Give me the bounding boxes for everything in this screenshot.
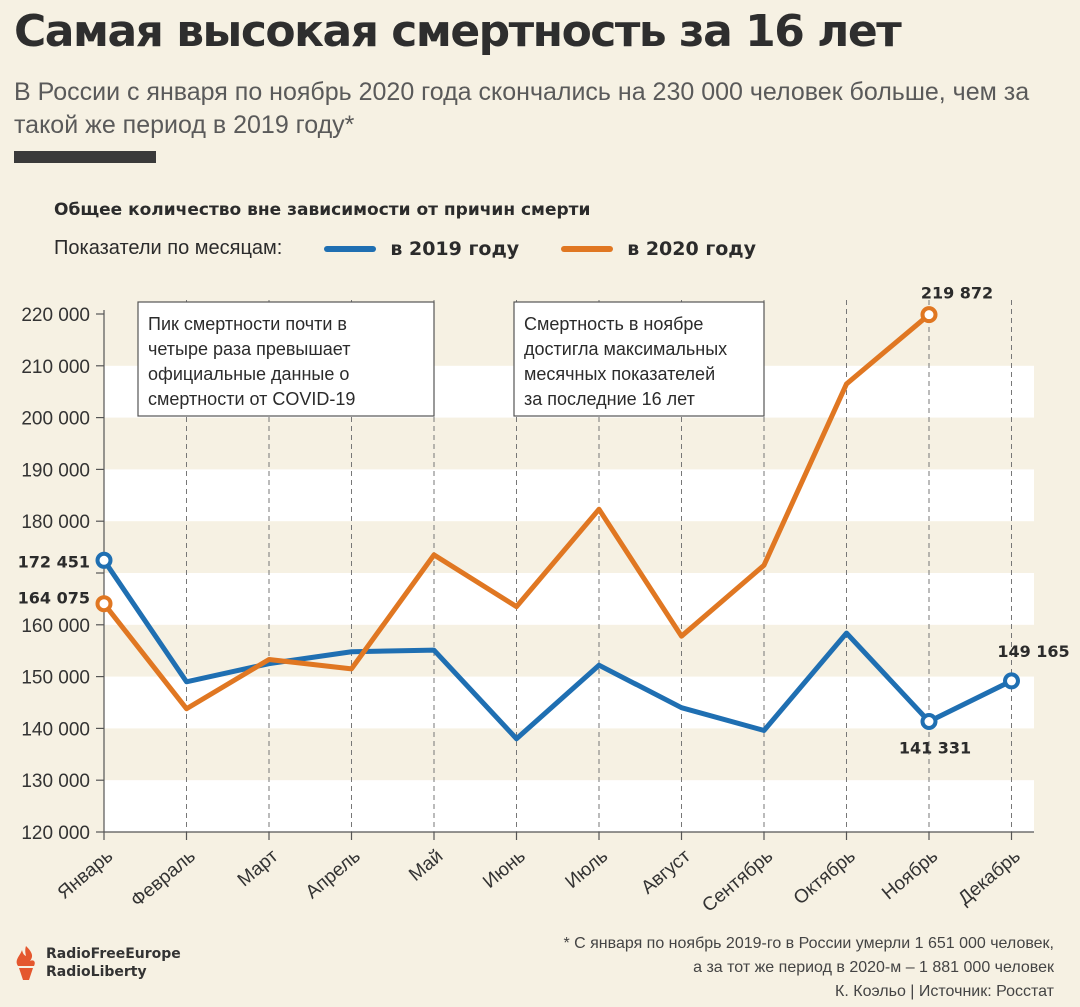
x-tick-label: Июль — [562, 846, 613, 893]
annotation-frame — [137, 301, 435, 417]
annotation-line: официальные данные о — [148, 364, 349, 384]
y-tick-label: 190 000 — [21, 460, 90, 481]
logo-line-2: RadioLiberty — [46, 964, 147, 980]
legend-swatch-2019 — [324, 245, 377, 252]
footnote: * С января по ноябрь 2019-го в России ум… — [563, 932, 1054, 1004]
x-tick-label: Март — [234, 846, 283, 891]
page-title: Самая высокая смертность за 16 лет — [14, 6, 902, 57]
footnote-source: К. Коэльо | Источник: Росстат — [835, 983, 1054, 1000]
legend-item-2019: в 2019 году — [390, 237, 520, 260]
torch-icon — [16, 946, 35, 980]
x-tick-label: Август — [637, 846, 695, 899]
annotation-line: Смертность в ноябре — [524, 314, 703, 334]
annotation-line: смертности от COVID-19 — [148, 389, 355, 409]
x-tick-label: Сентябрь — [699, 846, 778, 917]
annotation-box: Пик смертности почти в четыре раза превыш… — [137, 301, 435, 417]
y-tick-label: 210 000 — [21, 357, 90, 378]
logo: RadioFreeEurope RadioLiberty — [12, 944, 181, 982]
legend-item-2020: в 2020 году — [627, 237, 757, 260]
x-tick-label: Октябрь — [790, 846, 860, 909]
data-label: 141 331 — [899, 739, 971, 758]
page-subtitle: В России с января по ноябрь 2020 года ск… — [14, 78, 1030, 139]
x-tick-label: Ноябрь — [878, 846, 942, 905]
x-tick-label: Апрель — [302, 846, 365, 904]
annotation-frame — [513, 301, 765, 417]
grid-band — [104, 469, 1034, 522]
y-tick-label: 150 000 — [21, 668, 90, 689]
annotation-line: достигла максимальных — [524, 339, 727, 359]
series-line-2020 — [101, 312, 932, 712]
x-tick-label: Февраль — [127, 846, 200, 912]
grid-band — [104, 573, 1034, 625]
data-point-marker — [1003, 672, 1020, 690]
y-tick-label: 200 000 — [21, 409, 90, 430]
x-tick-label: Май — [405, 846, 447, 886]
section-title: Общее количество вне зависимости от прич… — [54, 200, 591, 220]
data-label: 164 075 — [18, 589, 90, 608]
y-tick-label: 180 000 — [21, 512, 90, 533]
title-underline-bar — [14, 151, 156, 163]
legend: Показатели по месяцам: в 2019 году в 202… — [54, 237, 756, 260]
x-tick-label: Декабрь — [954, 846, 1024, 910]
data-point-marker — [95, 551, 113, 569]
y-tick-label: 160 000 — [21, 616, 90, 637]
footnote-line-1: * С января по ноябрь 2019-го в России ум… — [563, 935, 1054, 952]
y-tick-label: 220 000 — [21, 305, 90, 326]
data-label: 219 872 — [921, 284, 993, 303]
x-tick-label: Январь — [54, 846, 117, 904]
grid-band — [104, 676, 1034, 729]
legend-swatch-2020 — [561, 245, 614, 252]
data-point-marker — [95, 595, 113, 613]
footnote-line-2: а за тот же период в 2020-м – 1 881 000 … — [693, 959, 1054, 976]
annotation-line: за последние 16 лет — [524, 389, 695, 409]
line-chart: 120 000 130 000 140 000 150 000 160 000 180 0… — [18, 284, 1070, 917]
y-tick-label: 120 000 — [21, 823, 90, 844]
logo-line-1: RadioFreeEurope — [46, 946, 181, 962]
annotation-line: четыре раза превышает — [148, 339, 350, 359]
annotation-box: Смертность в ноябре достигла максимальных… — [513, 301, 765, 417]
data-point-marker — [920, 713, 938, 731]
grid-band — [104, 780, 1034, 832]
data-point-marker — [920, 306, 938, 324]
annotation-line: месячных показателей — [524, 364, 715, 384]
y-tick-label: 140 000 — [21, 719, 90, 740]
annotation-line: Пик смертности почти в — [148, 314, 347, 334]
data-label: 149 165 — [997, 642, 1069, 661]
y-tick-label: 130 000 — [21, 771, 90, 792]
data-label: 172 451 — [18, 552, 90, 571]
legend-label: Показатели по месяцам: — [54, 237, 283, 259]
x-tick-label: Июнь — [479, 846, 530, 893]
